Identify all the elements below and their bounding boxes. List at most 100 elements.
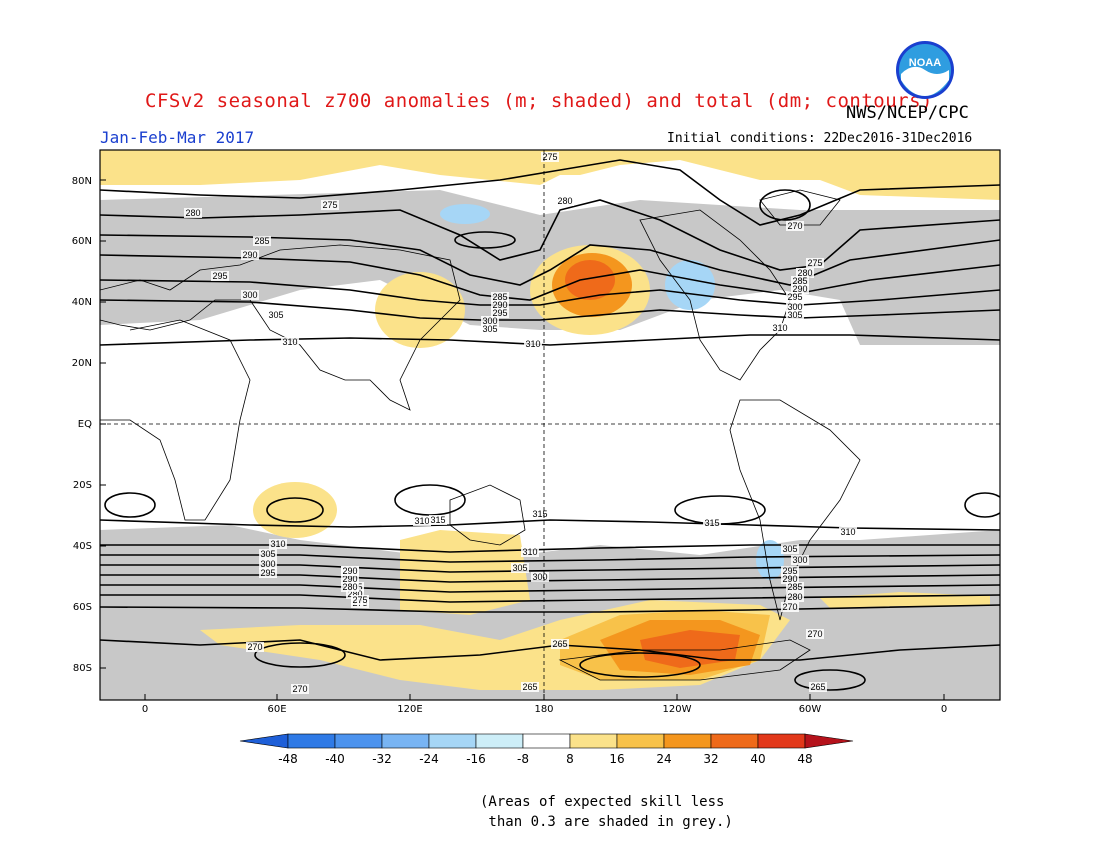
contour-label: 295 <box>782 566 797 576</box>
contour-label-bg <box>809 682 827 692</box>
colorbar-tick-label: -24 <box>419 752 439 766</box>
contour-label: 285 <box>492 292 507 302</box>
contour-label: 310 <box>270 539 285 549</box>
lat-label: 60S <box>72 602 92 613</box>
lat-label: 80N <box>71 176 92 187</box>
logo-text: NOAA <box>909 57 941 69</box>
colorbar-tick-label: 48 <box>797 752 813 766</box>
contour-label-bg <box>281 337 299 347</box>
contour-label-bg <box>703 518 721 528</box>
contour-label: 300 <box>787 302 802 312</box>
colorbar-tick-label: -48 <box>278 752 298 766</box>
contour-label: 305 <box>260 549 275 559</box>
contour-label: 270 <box>782 602 797 612</box>
contour-label-bg <box>259 568 277 578</box>
contour-label: 305 <box>782 544 797 554</box>
chart-title: CFSv2 seasonal z700 anomalies (m; shaded… <box>145 90 933 112</box>
colorbar-tick-label: 24 <box>656 752 672 766</box>
lon-label: 180 <box>534 704 554 715</box>
contour-label: 280 <box>347 589 362 599</box>
contour-label-bg <box>521 547 539 557</box>
colorbar-tick-label: 16 <box>609 752 625 766</box>
colorbar-swatch <box>569 733 618 749</box>
contour-label-bg <box>511 563 529 573</box>
contour-label: 305 <box>787 310 802 320</box>
contour-label-bg <box>541 152 559 162</box>
contour-label-bg <box>246 642 264 652</box>
contour-label: 300 <box>260 559 275 569</box>
contour-label-bg <box>796 268 814 278</box>
colorbar-swatch <box>428 733 477 749</box>
contour-label-bg <box>267 310 285 320</box>
contour-label: 305 <box>268 310 283 320</box>
contour-label-bg <box>491 308 509 318</box>
contour-label-bg <box>531 572 549 582</box>
contour-label-bg <box>781 566 799 576</box>
contour-label: 275 <box>807 258 822 268</box>
contour-label-bg <box>184 208 202 218</box>
contour-label-bg <box>321 200 339 210</box>
contour-label: 280 <box>557 196 572 206</box>
colorbar-tick-label: 40 <box>750 752 766 766</box>
contour-label: 290 <box>242 250 257 260</box>
contour-label-bg <box>786 582 804 592</box>
axis-ticks <box>100 179 945 700</box>
contour-label-bg <box>413 516 431 526</box>
contour-label: 310 <box>772 323 787 333</box>
initial-conditions-label: Initial conditions: 22Dec2016-31Dec2016 <box>667 131 973 146</box>
lon-label: 120E <box>397 704 423 715</box>
lat-label: 20N <box>71 358 92 369</box>
contour-label: 305 <box>482 324 497 334</box>
contour-label: 310 <box>525 339 540 349</box>
contour-label-bg <box>341 566 359 576</box>
contour-label-bg <box>341 582 359 592</box>
contour-label: 280 <box>342 582 357 592</box>
contour-label: 270 <box>247 642 262 652</box>
contour-label: 315 <box>532 509 547 519</box>
contour-label: 275 <box>352 595 367 605</box>
map-frame <box>99 149 1001 701</box>
lat-label: 40N <box>71 297 92 308</box>
contour-label-bg <box>556 196 574 206</box>
contour-label: 285 <box>792 276 807 286</box>
contour-label: 295 <box>787 292 802 302</box>
contour-label: 300 <box>532 572 547 582</box>
contour-label-bg <box>791 555 809 565</box>
contour-label: 315 <box>704 518 719 528</box>
contour-label-bg <box>241 250 259 260</box>
contour-label: 280 <box>185 208 200 218</box>
lat-label: EQ <box>77 419 92 430</box>
contour-label-bg <box>781 602 799 612</box>
contour-label: 300 <box>482 316 497 326</box>
colorbar-tick-label: -8 <box>517 752 529 766</box>
skill-note: (Areas of expected skill less than 0.3 a… <box>480 794 733 830</box>
colorbar-swatch <box>287 733 336 749</box>
lon-label: 120W <box>662 704 692 715</box>
colorbar-tick-label: -32 <box>372 752 392 766</box>
contour-label-bg <box>211 271 229 281</box>
contour-label: 265 <box>810 682 825 692</box>
agency-label: NWS/NCEP/CPC <box>846 103 969 123</box>
contour-label-bg <box>786 221 804 231</box>
contour-label: 270 <box>787 221 802 231</box>
contour-label-bg <box>346 589 364 599</box>
colorbar-swatch <box>663 733 712 749</box>
contour-label: 300 <box>792 555 807 565</box>
contour-label-bg <box>253 236 271 246</box>
contour-label-bg <box>791 276 809 286</box>
colorbar-swatch <box>757 733 806 749</box>
contour-label: 280 <box>787 592 802 602</box>
contour-label-bg <box>521 682 539 692</box>
lon-label: 0 <box>940 704 948 715</box>
contour-label-bg <box>491 300 509 310</box>
contour-label-bg <box>786 302 804 312</box>
contour-label-bg <box>786 592 804 602</box>
contour-label-bg <box>269 539 287 549</box>
contour-label-bg <box>524 339 542 349</box>
contour-label: 280 <box>797 268 812 278</box>
contour-label: 310 <box>522 547 537 557</box>
contour-label-bg <box>806 629 824 639</box>
